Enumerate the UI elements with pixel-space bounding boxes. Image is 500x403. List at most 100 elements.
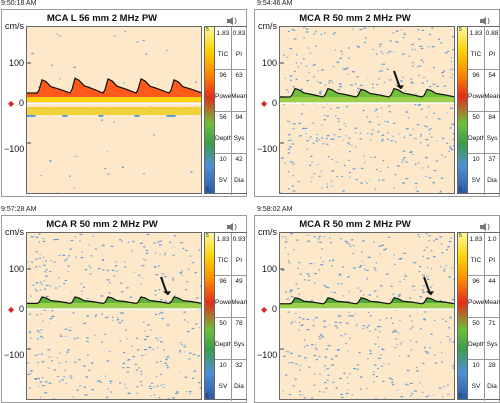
noise-speckle (422, 362, 425, 364)
noise-speckle (421, 82, 424, 84)
noise-speckle (286, 350, 288, 352)
noise-speckle (419, 45, 423, 47)
noise-speckle (379, 43, 382, 45)
noise-speckle (439, 342, 442, 344)
speaker-icon[interactable] (479, 219, 491, 231)
noise-speckle (313, 354, 317, 356)
noise-speckle (113, 35, 116, 37)
noise-speckle (34, 288, 37, 291)
tick-label-minus-100: −100 (4, 350, 25, 360)
noise-speckle (185, 249, 188, 252)
noise-speckle (398, 294, 402, 296)
noise-speckle (320, 256, 322, 259)
noise-speckle (312, 142, 315, 144)
tick-label-minus-100: −100 (257, 350, 278, 360)
readout-cell: SV (471, 177, 481, 184)
noise-speckle (303, 339, 306, 341)
noise-speckle (409, 382, 413, 384)
noise-speckle (298, 122, 301, 125)
noise-speckle (119, 312, 122, 314)
baseline-marker-icon[interactable]: ◆ (261, 99, 268, 108)
noise-speckle (290, 161, 294, 163)
readout-cell: 84 (488, 114, 496, 121)
readout-cell: Dia (234, 383, 244, 390)
readout-cell: Power (215, 299, 234, 306)
timestamp: 9:57:28 AM (1, 206, 37, 213)
noise-speckle (365, 269, 369, 271)
speaker-icon[interactable] (226, 13, 238, 25)
noise-speckle (393, 187, 395, 189)
noise-speckle (179, 350, 182, 352)
noise-speckle (367, 324, 370, 326)
noise-speckle (373, 371, 375, 373)
noise-speckle (53, 369, 56, 371)
spectral-core-band (27, 97, 201, 102)
velocity-unit: cm/s (5, 21, 24, 31)
noise-speckle (315, 140, 319, 142)
noise-speckle (368, 311, 370, 313)
noise-speckle (443, 85, 447, 87)
noise-speckle (299, 394, 301, 396)
noise-speckle (123, 82, 125, 84)
tick-label-100: 100 (8, 58, 24, 68)
noise-speckle (318, 390, 321, 393)
colorbar-tick-top: 5 (459, 27, 462, 33)
noise-speckle (447, 384, 449, 386)
noise-speckle (321, 69, 324, 71)
noise-speckle (370, 156, 372, 158)
noise-speckle (334, 355, 338, 357)
noise-speckle (337, 314, 340, 317)
baseline-marker-icon[interactable]: ◆ (261, 305, 268, 314)
noise-speckle (389, 298, 391, 300)
noise-speckle (154, 290, 157, 292)
noise-speckle (362, 109, 365, 112)
noise-speckle (428, 240, 430, 242)
noise-speckle (161, 273, 164, 275)
noise-speckle (433, 319, 436, 321)
baseline-marker-icon[interactable]: ◆ (8, 305, 15, 314)
noise-speckle (66, 351, 69, 353)
noise-speckle (369, 330, 371, 332)
noise-speckle (415, 163, 417, 165)
noise-speckle (329, 79, 332, 82)
noise-speckle (381, 244, 385, 246)
noise-speckle (119, 239, 122, 241)
annotation-arrowhead-icon (426, 291, 434, 296)
noise-speckle (293, 249, 295, 251)
noise-speckle (423, 319, 426, 321)
velocity-unit: cm/s (5, 227, 24, 237)
noise-speckle (122, 351, 126, 354)
noise-speckle (91, 362, 94, 364)
noise-speckle (287, 152, 291, 154)
noise-speckle (416, 66, 419, 68)
noise-speckle (290, 352, 293, 354)
noise-speckle (394, 141, 397, 143)
noise-speckle (38, 241, 40, 243)
noise-speckle (288, 121, 291, 123)
noise-speckle (316, 348, 318, 351)
noise-speckle (201, 344, 202, 345)
baseline-marker-icon[interactable]: ◆ (8, 99, 15, 108)
noise-speckle (58, 35, 61, 37)
noise-speckle (306, 273, 310, 275)
noise-speckle (43, 288, 47, 290)
noise-speckle (317, 81, 319, 83)
noise-speckle (331, 364, 334, 366)
noise-speckle (425, 157, 428, 159)
noise-speckle (68, 329, 72, 331)
readout-cell: 94 (235, 114, 243, 121)
noise-speckle (403, 32, 405, 34)
noise-speckle (157, 339, 159, 342)
noise-speckle (91, 389, 94, 391)
noise-speckle (180, 344, 183, 346)
speaker-icon[interactable] (479, 13, 491, 25)
noise-speckle (62, 376, 66, 378)
noise-speckle (418, 103, 422, 105)
noise-speckle (394, 263, 396, 265)
speaker-icon[interactable] (226, 219, 238, 231)
noise-speckle (406, 384, 410, 386)
noise-speckle (303, 346, 305, 348)
readout-cell: 50 (219, 320, 227, 327)
noise-speckle (90, 267, 92, 269)
measurement-readout: 1.83 1.0 TIC PI 96 44 Power Mean 50 71 Depth Sys 10 2… (468, 232, 500, 401)
